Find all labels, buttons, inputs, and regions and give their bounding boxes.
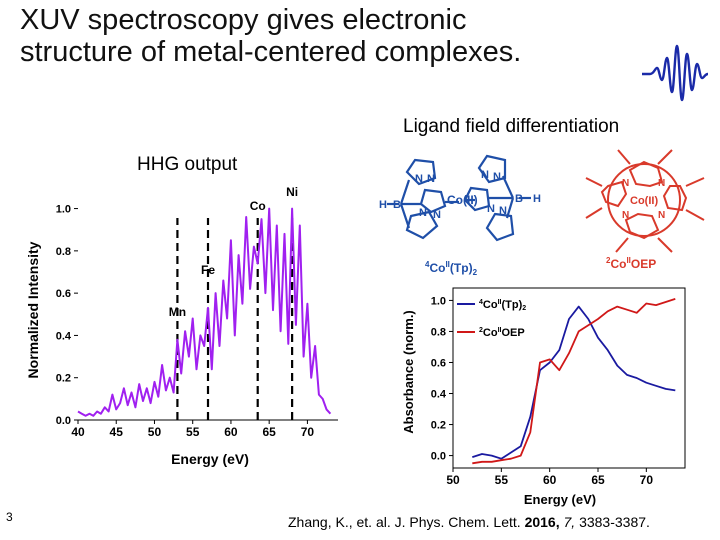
svg-text:N: N (487, 203, 495, 215)
hhg-y-tick-label: 0.4 (56, 330, 72, 342)
cotp2-center-label: Co(II) (447, 193, 478, 207)
title-line-2: structure of metal-centered complexes. (20, 36, 522, 68)
legend-label: 4CoII(Tp)2 (479, 299, 526, 312)
svg-text:N: N (419, 207, 427, 219)
svg-text:H: H (379, 199, 387, 211)
hhg-y-tick-label: 0.8 (56, 246, 71, 258)
hhg-x-tick-label: 65 (262, 425, 276, 439)
hhg-spectrum-chart: 40 45 50 55 60 65 70 0.0 0.2 0.4 0.6 0.8 1.0 Mn Fe Co Ni… (25, 185, 338, 467)
hhg-x-axis-label: Energy (eV) (171, 451, 249, 467)
svg-text:N: N (622, 210, 629, 221)
svg-text:H: H (533, 193, 541, 205)
element-edge-label: Ni (286, 185, 298, 199)
abs-y-tick-label: 0.8 (431, 326, 446, 338)
svg-text:N: N (658, 178, 665, 189)
svg-text:N: N (622, 178, 629, 189)
abs-y-axis-label: Absorbance (norm.) (401, 310, 416, 434)
abs-x-tick-label: 55 (495, 473, 509, 487)
abs-legend: 4CoII(Tp)2 2CoIIOEP (457, 299, 526, 339)
svg-text:N: N (427, 173, 435, 185)
slide-number: 3 (6, 510, 13, 524)
hhg-x-tick-label: 40 (71, 425, 85, 439)
abs-axes: 50 55 60 65 70 0.0 0.2 0.4 0.6 0.8 1.0 (431, 287, 686, 487)
hhg-series (77, 207, 332, 417)
hhg-y-tick-label: 1.0 (56, 204, 71, 216)
hhg-series-line-1 (77, 207, 332, 417)
cooep-structure-diagram: N N N N Co(II) 2CoIIOEP (585, 149, 705, 271)
abs-x-axis-label: Energy (eV) (524, 492, 596, 507)
abs-y-tick-label: 0.6 (431, 357, 446, 369)
hhg-axes: 40 45 50 55 60 65 70 0.0 0.2 0.4 0.6 0.8 1.0 Mn Fe Co Ni (56, 185, 338, 439)
cotp2-label: 4CoII(Tp)2 (425, 260, 478, 277)
abs-y-tick-label: 0.0 (431, 451, 446, 463)
abs-series-line-2 (472, 298, 676, 465)
ligand-field-label: Ligand field differentiation (403, 116, 620, 137)
svg-text:N: N (481, 169, 489, 181)
abs-frame (452, 287, 686, 469)
hhg-x-tick-label: 45 (110, 425, 124, 439)
citation-volume: 7, (563, 514, 576, 530)
abs-y-tick-label: 1.0 (431, 295, 446, 307)
svg-text:B: B (515, 193, 523, 205)
legend-label: 2CoIIOEP (479, 327, 525, 339)
abs-series-line-1 (472, 305, 676, 460)
abs-x-tick-label: 50 (446, 473, 460, 487)
hhg-x-tick-label: 50 (148, 425, 162, 439)
abs-x-tick-label: 65 (591, 473, 605, 487)
svg-text:N: N (415, 173, 423, 185)
svg-text:B: B (393, 199, 401, 211)
hhg-x-tick-label: 60 (224, 425, 238, 439)
svg-text:N: N (658, 210, 665, 221)
hhg-x-tick-label: 55 (186, 425, 200, 439)
absorbance-chart: 50 55 60 65 70 0.0 0.2 0.4 0.6 0.8 1.0 4CoII(Tp)2 2… (401, 287, 686, 507)
cooep-label: 2CoIIOEP (606, 256, 656, 271)
svg-text:N: N (433, 209, 441, 221)
abs-series (472, 298, 676, 465)
citation-authors: Zhang, K., et. al. J. Phys. Chem. Lett. (288, 514, 521, 530)
abs-x-tick-label: 60 (543, 473, 557, 487)
abs-y-tick-label: 0.4 (431, 389, 447, 401)
hhg-output-label: HHG output (137, 154, 238, 175)
citation: Zhang, K., et. al. J. Phys. Chem. Lett. … (288, 514, 650, 530)
abs-x-tick-label: 70 (640, 473, 654, 487)
svg-text:N: N (493, 171, 501, 183)
svg-text:N: N (499, 205, 507, 217)
element-edge-label: Fe (201, 263, 215, 277)
pulse-waveform-icon (642, 44, 709, 102)
citation-pages: 3383-3387. (579, 514, 650, 530)
hhg-y-tick-label: 0.6 (56, 288, 71, 300)
element-edge-label: Co (250, 199, 266, 213)
hhg-y-tick-label: 0.0 (56, 415, 71, 427)
abs-y-tick-label: 0.2 (431, 420, 446, 432)
element-edge-label: Mn (169, 305, 186, 319)
hhg-y-axis-label: Normalized Intensity (25, 241, 41, 378)
slide-title: XUV spectroscopy gives electronic struct… (20, 4, 521, 68)
title-line-1: XUV spectroscopy gives electronic (20, 4, 467, 36)
citation-year: 2016, (524, 514, 560, 530)
cooep-center-label: Co(II) (630, 195, 658, 207)
hhg-x-tick-label: 70 (301, 425, 315, 439)
hhg-y-tick-label: 0.2 (56, 373, 71, 385)
